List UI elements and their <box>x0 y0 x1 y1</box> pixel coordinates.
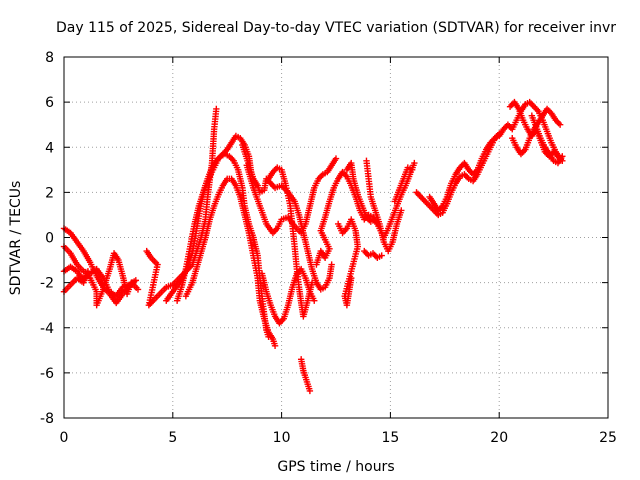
data-point <box>311 297 318 304</box>
y-tick-label: 4 <box>45 140 54 156</box>
data-point <box>378 252 385 259</box>
data-point <box>556 121 564 128</box>
data-point <box>134 286 142 293</box>
x-axis-label: GPS time / hours <box>277 459 394 475</box>
data-point <box>411 159 418 167</box>
y-tick-label: -2 <box>40 276 54 292</box>
y-tick-label: 6 <box>45 95 54 111</box>
x-tick-label: 0 <box>60 430 69 446</box>
data-point <box>332 155 340 162</box>
x-tick-label: 15 <box>381 430 399 446</box>
grid-layer <box>64 57 608 418</box>
y-tick-label: -8 <box>40 411 54 427</box>
chart-title: Day 115 of 2025, Sidereal Day-to-day VTE… <box>56 20 616 36</box>
y-tick-label: -6 <box>40 366 54 382</box>
y-tick-label: 8 <box>45 50 54 66</box>
marks-layer <box>60 98 566 395</box>
x-tick-label: 25 <box>599 430 617 446</box>
data-point <box>348 274 355 282</box>
x-tick-label: 10 <box>273 430 291 446</box>
tick-layer: 0 5 10 15 20 25 -8 -6 -4 -2 0 2 4 6 8 <box>40 50 617 446</box>
data-point <box>271 342 279 349</box>
data-point <box>132 277 140 284</box>
y-tick-label: 0 <box>45 231 54 247</box>
x-tick-label: 5 <box>168 430 177 446</box>
y-tick-label: -4 <box>40 321 54 337</box>
x-tick-label: 20 <box>490 430 508 446</box>
y-tick-label: 2 <box>45 185 54 201</box>
data-point <box>328 261 335 268</box>
data-point <box>213 105 220 113</box>
data-point <box>84 268 92 275</box>
data-point <box>306 387 314 395</box>
y-axis-label: SDTVAR / TECUs <box>8 181 24 296</box>
data-point <box>559 153 566 160</box>
data-point <box>398 207 405 214</box>
data-point <box>408 166 416 174</box>
